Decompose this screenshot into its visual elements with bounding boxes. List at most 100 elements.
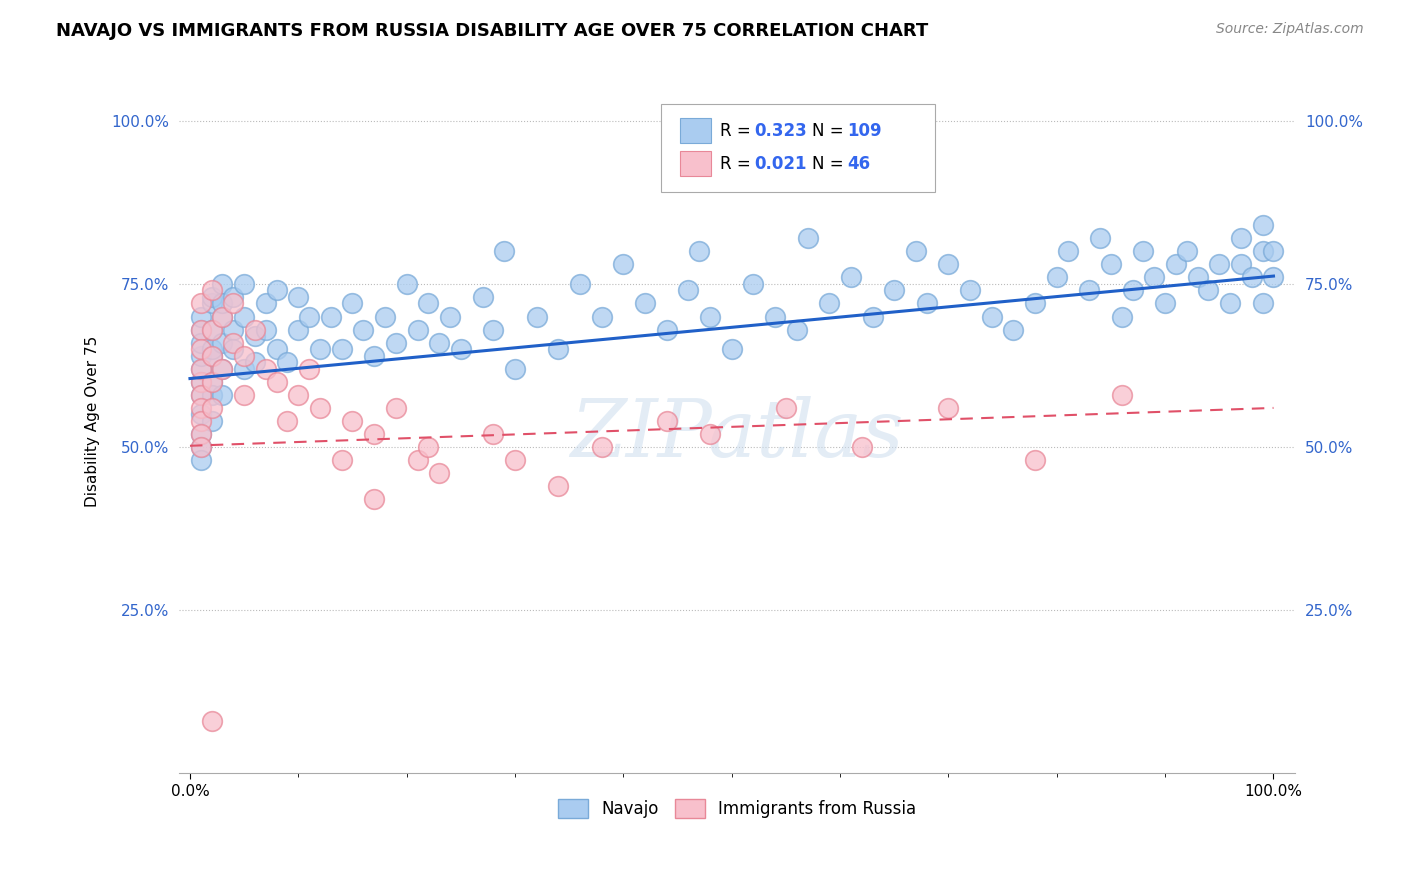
Point: [254, 323, 277, 337]
Point: [427, 466, 450, 480]
Point: [211, 310, 233, 324]
Point: [190, 427, 212, 442]
Point: [655, 414, 678, 428]
Point: [190, 375, 212, 389]
Point: [201, 296, 224, 310]
Point: [233, 277, 256, 291]
Point: [720, 342, 742, 356]
Point: [342, 296, 364, 310]
Point: [201, 349, 224, 363]
Point: [418, 440, 440, 454]
Point: [385, 335, 408, 350]
Point: [243, 323, 266, 337]
Point: [904, 244, 927, 259]
Point: [839, 270, 862, 285]
Point: [1111, 388, 1133, 402]
Point: [363, 349, 385, 363]
Point: [688, 244, 710, 259]
Point: [190, 361, 212, 376]
Point: [190, 440, 212, 454]
Point: [243, 329, 266, 343]
Point: [222, 290, 245, 304]
Point: [190, 453, 212, 467]
Point: [190, 427, 212, 442]
Point: [266, 375, 288, 389]
Point: [190, 388, 212, 402]
Point: [1230, 231, 1253, 245]
Text: N =: N =: [811, 154, 849, 173]
Point: [450, 342, 472, 356]
Point: [494, 244, 516, 259]
Point: [298, 310, 321, 324]
Text: NAVAJO VS IMMIGRANTS FROM RUSSIA DISABILITY AGE OVER 75 CORRELATION CHART: NAVAJO VS IMMIGRANTS FROM RUSSIA DISABIL…: [56, 22, 928, 40]
Point: [1208, 257, 1230, 271]
Point: [190, 401, 212, 415]
Text: N =: N =: [811, 121, 849, 139]
Point: [190, 349, 212, 363]
Point: [374, 310, 396, 324]
Point: [1024, 453, 1046, 467]
Text: 46: 46: [848, 154, 870, 173]
Text: R =: R =: [720, 121, 756, 139]
Point: [190, 296, 212, 310]
Point: [190, 342, 212, 356]
Point: [1078, 284, 1101, 298]
Point: [211, 296, 233, 310]
Point: [1088, 231, 1111, 245]
Point: [851, 440, 873, 454]
Point: [503, 361, 526, 376]
Point: [634, 296, 657, 310]
Point: [363, 427, 385, 442]
Point: [233, 361, 256, 376]
Point: [1198, 284, 1220, 298]
Point: [503, 453, 526, 467]
Point: [190, 323, 212, 337]
Point: [201, 349, 224, 363]
Point: [938, 257, 960, 271]
Point: [190, 388, 212, 402]
Point: [222, 335, 245, 350]
Point: [201, 284, 224, 298]
Point: [1263, 270, 1285, 285]
Bar: [681, 152, 711, 176]
Point: [233, 310, 256, 324]
Point: [1175, 244, 1198, 259]
Text: R =: R =: [720, 154, 756, 173]
Point: [298, 361, 321, 376]
Point: [276, 414, 298, 428]
Point: [287, 388, 309, 402]
Point: [471, 290, 494, 304]
Point: [406, 323, 429, 337]
Point: [1046, 270, 1069, 285]
Point: [1263, 244, 1285, 259]
Point: [1251, 244, 1274, 259]
Point: [233, 388, 256, 402]
Point: [1024, 296, 1046, 310]
Point: [201, 414, 224, 428]
Point: [222, 296, 245, 310]
Point: [201, 375, 224, 389]
Point: [211, 361, 233, 376]
Point: [254, 361, 277, 376]
Point: [254, 296, 277, 310]
Point: [342, 414, 364, 428]
Point: [201, 401, 224, 415]
Point: [395, 277, 418, 291]
Point: [427, 335, 450, 350]
Point: [276, 355, 298, 369]
Point: [526, 310, 548, 324]
Point: [266, 284, 288, 298]
FancyBboxPatch shape: [661, 103, 935, 192]
Point: [547, 479, 569, 493]
Point: [211, 388, 233, 402]
Point: [201, 714, 224, 729]
Point: [1219, 296, 1241, 310]
Point: [818, 296, 841, 310]
Point: [330, 342, 353, 356]
Point: [678, 284, 700, 298]
Y-axis label: Disability Age Over 75: Disability Age Over 75: [86, 335, 100, 507]
Point: [439, 310, 461, 324]
Point: [862, 310, 884, 324]
Point: [190, 375, 212, 389]
Point: [482, 323, 505, 337]
